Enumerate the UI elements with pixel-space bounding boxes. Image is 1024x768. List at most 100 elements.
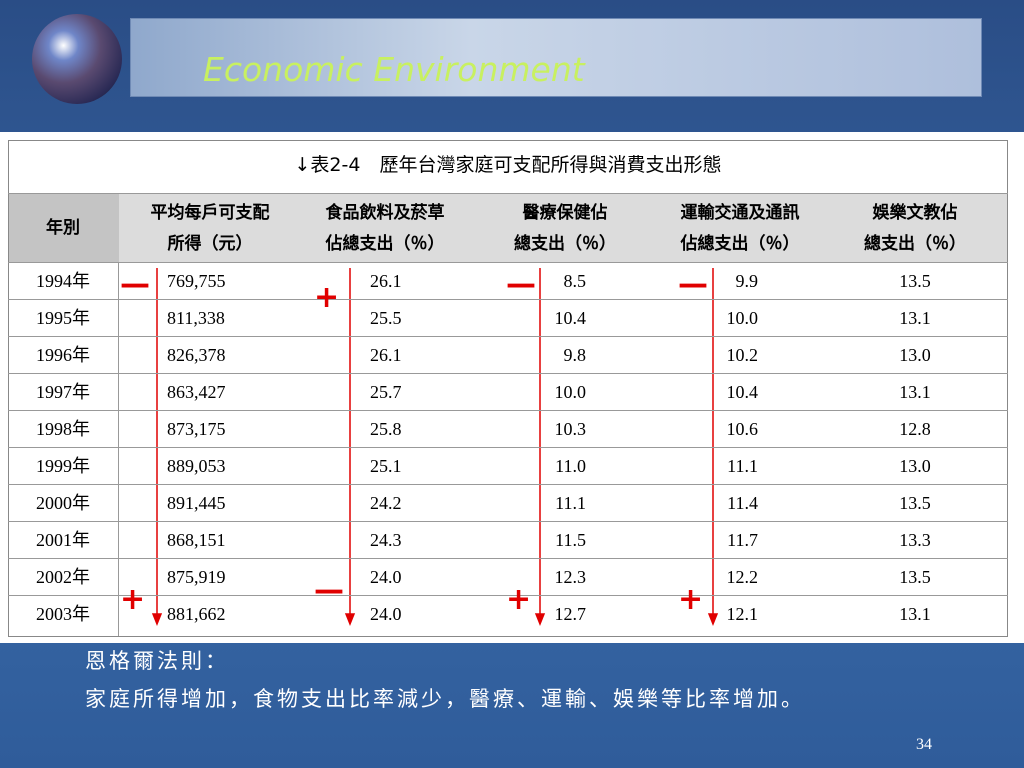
table-cell: 10.3 [554, 419, 587, 439]
table-cell: 868,151 [167, 530, 226, 550]
row-line [8, 299, 1008, 300]
table-cell: 2003年 [36, 604, 90, 624]
header-first-cell [9, 193, 119, 262]
table-cell: 10.4 [554, 308, 587, 328]
table-cell: 1994年 [36, 271, 90, 291]
header-text: 醫療保健佔 [522, 203, 608, 223]
header-text: 總支出（％） [864, 234, 966, 254]
row-line [8, 262, 1008, 263]
table-cell: 2002年 [36, 567, 90, 587]
row-line [8, 521, 1008, 522]
trend-sign: — [120, 267, 150, 302]
header-text: 總支出（％） [514, 234, 616, 254]
table-cell: 13.0 [899, 345, 931, 365]
table-cell: 12.8 [899, 419, 931, 439]
table-cell: 13.5 [899, 493, 931, 513]
trend-sign: — [678, 267, 708, 302]
table-cell: 26.1 [370, 345, 402, 365]
row-line [8, 373, 1008, 374]
page-number: 34 [916, 736, 932, 753]
table-cell: 11.7 [727, 530, 758, 550]
header-text: 運輸交通及通訊 [680, 203, 800, 223]
table-cell: 10.4 [726, 382, 759, 402]
table-cell: 1996年 [36, 345, 90, 365]
table-cell: 24.3 [370, 530, 402, 550]
trend-sign: + [120, 582, 146, 617]
table-cell: 1997年 [36, 382, 90, 402]
table-cell: 10.0 [554, 382, 587, 402]
table-cell: 25.8 [370, 419, 402, 439]
table [8, 140, 1008, 637]
table-cell: 889,053 [167, 456, 226, 476]
table-cell: 12.7 [554, 604, 587, 624]
table-cell: 11.1 [727, 456, 758, 476]
table-cell: 1995年 [36, 308, 90, 328]
header-text: 所得（元） [167, 234, 253, 254]
header-text: 佔總支出（％） [325, 234, 445, 254]
table-cell: 13.5 [899, 567, 931, 587]
arrow [151, 268, 163, 627]
table-cell: 26.1 [370, 271, 402, 291]
table-cell: 9.8 [563, 345, 587, 365]
trend-sign: — [314, 573, 344, 608]
globe [32, 14, 122, 104]
map-banner [130, 18, 982, 97]
trend-sign: + [314, 280, 340, 315]
table-cell: 10.2 [726, 345, 759, 365]
slide-title: Economic Environment [203, 50, 585, 89]
table-cell: 24.2 [370, 493, 402, 513]
trend-sign: + [678, 582, 704, 617]
row-line [8, 595, 1008, 596]
trend-sign: — [506, 267, 536, 302]
table-cell: 11.4 [727, 493, 758, 513]
table-cell: 11.1 [555, 493, 586, 513]
row-line [8, 558, 1008, 559]
table-cell: 11.0 [555, 456, 586, 476]
table-cell: 10.6 [726, 419, 759, 439]
header-text: 食品飲料及菸草 [325, 203, 445, 223]
table-cell: 25.7 [370, 382, 402, 402]
table-cell: 11.5 [555, 530, 586, 550]
table-cell: 2001年 [36, 530, 90, 550]
table-cell: 12.3 [554, 567, 587, 587]
year-column-border [118, 262, 119, 636]
table-cell: 873,175 [167, 419, 226, 439]
table-cell: 25.1 [370, 456, 402, 476]
table-cell: 13.3 [899, 530, 931, 550]
table-cell: 13.1 [899, 382, 931, 402]
table-cell: 881,662 [167, 604, 226, 624]
arrow [344, 268, 356, 627]
table-cell: 8.5 [563, 271, 587, 291]
note-text: 家庭所得增加，食物支出比率減少，醫療、運輸、娛樂等比率增加。 [85, 687, 805, 711]
table-cell: 24.0 [370, 604, 402, 624]
table-cell: 13.5 [899, 271, 931, 291]
row-line [8, 336, 1008, 337]
table-cell: 2000年 [36, 493, 90, 513]
table-cell: 1998年 [36, 419, 90, 439]
header-text: 平均每戶可支配 [150, 203, 270, 223]
row-line [8, 484, 1008, 485]
table-cell: 863,427 [167, 382, 226, 402]
table-cell: 12.1 [726, 604, 759, 624]
table-cell: 811,338 [167, 308, 225, 328]
table-cell: 826,378 [167, 345, 226, 365]
table-cell: 1999年 [36, 456, 90, 476]
table-cell: 875,919 [167, 567, 226, 587]
row-line [8, 410, 1008, 411]
header-text: 娛樂文教佔 [872, 203, 958, 223]
table-cell: 891,445 [167, 493, 226, 513]
table-cell: 25.5 [370, 308, 402, 328]
table-cell: 13.0 [899, 456, 931, 476]
table-cell: 13.1 [899, 308, 931, 328]
trend-sign: + [506, 582, 532, 617]
table-cell: 24.0 [370, 567, 402, 587]
table-cell: 12.2 [726, 567, 759, 587]
table-cell: 13.1 [899, 604, 931, 624]
row-line [8, 447, 1008, 448]
header-band [9, 193, 1007, 262]
table-cell: 9.9 [735, 271, 759, 291]
row-line [8, 193, 1008, 194]
table-cell: 769,755 [167, 271, 226, 291]
header-text: 佔總支出（％） [680, 234, 800, 254]
